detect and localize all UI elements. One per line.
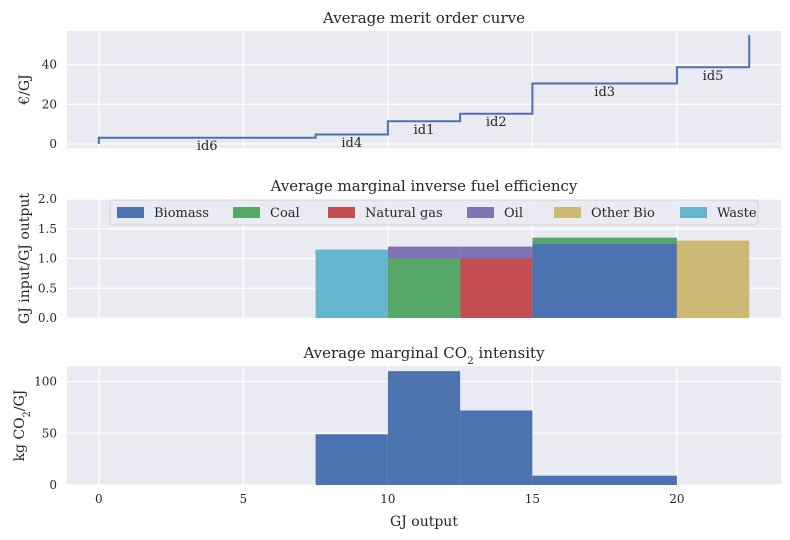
legend-label: Other Bio	[591, 206, 655, 221]
step-annotation-id4: id4	[341, 136, 362, 151]
panel-2: Average marginal inverse fuel efficiency…	[17, 177, 781, 325]
bar-biomass	[532, 243, 677, 318]
y-tick-label: 0	[49, 478, 57, 492]
bar-coal	[387, 258, 461, 318]
x-tick-label: 10	[380, 492, 395, 506]
legend-box	[109, 199, 759, 226]
panel-1: Average merit order curve €/GJ 0 20 40 id6 id4…	[17, 9, 781, 154]
y-tick-label: 0	[49, 137, 57, 151]
chart-title: Average merit order curve	[322, 9, 525, 27]
plot-background	[67, 31, 781, 148]
text-subscript: 2	[22, 411, 33, 417]
y-axis-label: GJ input/GJ output	[17, 193, 33, 324]
legend-swatch	[117, 207, 144, 218]
bar	[315, 434, 388, 485]
bar-coal	[532, 237, 677, 244]
step-annotation-id1: id1	[414, 123, 435, 138]
y-tick-label: 0.5	[38, 281, 57, 295]
step-annotation-id5: id5	[703, 69, 724, 84]
bar-natural-gas	[460, 258, 533, 318]
bar	[387, 371, 461, 485]
step-annotation-id2: id2	[486, 115, 507, 130]
y-tick-label: 1.0	[38, 252, 57, 266]
text-tail: /GJ	[12, 390, 28, 412]
legend-swatch	[554, 207, 581, 218]
legend: Biomass Coal Natural gas Oil Other Bio Waste	[109, 199, 759, 226]
y-axis-label: €/GJ	[17, 74, 33, 105]
text-tail: intensity	[474, 344, 545, 362]
legend-swatch	[233, 207, 260, 218]
y-tick-label: 2.0	[38, 192, 57, 206]
legend-label: Biomass	[154, 206, 209, 221]
y-tick-label: 0.0	[38, 311, 57, 325]
x-tick-label: 5	[240, 492, 248, 506]
legend-swatch	[328, 207, 355, 218]
x-axis-label: GJ output	[390, 514, 458, 530]
y-tick-label: 50	[42, 426, 57, 440]
y-tick-label: 40	[42, 58, 57, 72]
text-main: Average marginal CO	[302, 344, 467, 362]
y-axis-label: kg CO2/GJ	[12, 390, 33, 462]
text-main: kg CO	[12, 417, 28, 461]
legend-label: Oil	[504, 206, 523, 221]
step-annotation-id6: id6	[197, 139, 218, 154]
bar-oil	[387, 246, 461, 259]
bar-waste	[315, 249, 388, 318]
legend-swatch	[680, 207, 707, 218]
y-tick-label: 100	[34, 375, 57, 389]
legend-swatch	[467, 207, 494, 218]
bar	[532, 475, 677, 485]
legend-label: Waste	[717, 206, 757, 221]
step-annotation-id3: id3	[594, 85, 615, 100]
y-tick-label: 20	[42, 97, 57, 111]
bar	[460, 410, 533, 485]
legend-label: Coal	[270, 206, 300, 221]
x-tick-label: 20	[669, 492, 684, 506]
merit-order-step-line	[97, 34, 751, 145]
x-tick-label: 15	[525, 492, 540, 506]
y-tick-label: 1.5	[38, 222, 57, 236]
x-tick-label: 0	[95, 492, 103, 506]
bar-other-bio	[676, 240, 750, 318]
legend-label: Natural gas	[365, 206, 443, 221]
chart-title: Average marginal CO2 intensity	[302, 344, 545, 367]
bar-oil	[460, 246, 533, 259]
text-subscript: 2	[467, 355, 474, 367]
chart-title: Average marginal inverse fuel efficiency	[270, 177, 578, 195]
